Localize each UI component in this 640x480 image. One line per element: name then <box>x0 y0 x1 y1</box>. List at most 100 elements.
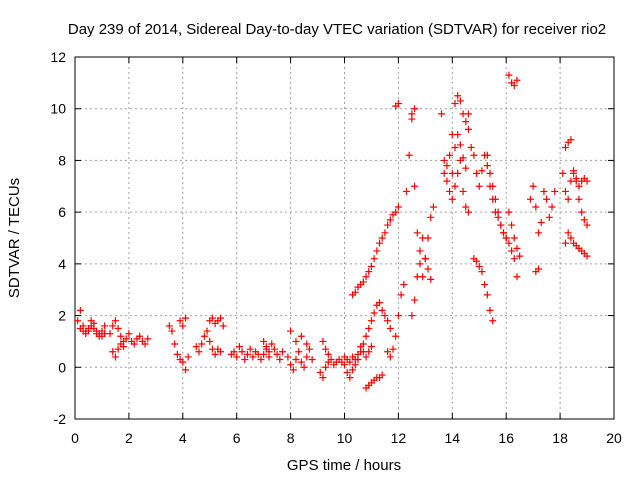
data-point <box>454 131 462 139</box>
series-arc-06 <box>176 314 189 330</box>
series-arc-25 <box>448 156 472 216</box>
series-arc-33 <box>559 136 591 229</box>
x-tick-label: 0 <box>71 430 79 446</box>
data-point <box>529 182 537 190</box>
data-point <box>359 278 367 286</box>
data-point <box>543 195 551 203</box>
data-point <box>510 81 518 89</box>
data-point <box>411 105 419 113</box>
data-point <box>367 317 375 325</box>
data-point <box>373 247 381 255</box>
series-arc-22 <box>408 105 419 123</box>
series-arc-20 <box>402 110 437 281</box>
data-point <box>378 306 386 314</box>
data-point <box>378 371 386 379</box>
data-point <box>260 350 268 358</box>
data-point <box>230 348 238 356</box>
data-point <box>462 118 470 126</box>
data-point <box>473 169 481 177</box>
data-point <box>548 203 556 211</box>
series-arc-08 <box>206 314 227 330</box>
data-point <box>238 348 246 356</box>
data-point <box>510 234 518 242</box>
data-point <box>497 221 505 229</box>
data-point <box>292 337 300 345</box>
data-point <box>451 182 459 190</box>
data-point <box>316 368 324 376</box>
y-tick-label: 2 <box>58 308 66 324</box>
data-point <box>402 187 410 195</box>
x-tick-label: 4 <box>179 430 187 446</box>
data-point <box>462 203 470 211</box>
data-point <box>233 353 241 361</box>
y-tick-label: 8 <box>58 152 66 168</box>
data-point <box>249 353 257 361</box>
data-point <box>365 325 373 332</box>
data-point <box>106 330 114 338</box>
data-point <box>478 167 486 175</box>
data-point <box>419 234 427 242</box>
data-point <box>508 221 516 229</box>
series-arc-23 <box>438 92 472 177</box>
data-point <box>475 262 483 270</box>
y-axis-label: SDTVAR / TECUs <box>6 178 23 298</box>
data-point <box>235 343 243 351</box>
data-point <box>117 332 125 340</box>
data-point <box>438 110 446 118</box>
data-point <box>297 332 305 340</box>
data-point <box>427 275 435 283</box>
data-point <box>583 252 591 260</box>
data-point <box>206 337 214 345</box>
data-point <box>262 343 270 351</box>
data-point <box>192 343 200 351</box>
data-point <box>475 182 483 190</box>
series-arc-11 <box>284 345 316 374</box>
data-point <box>365 268 373 276</box>
data-point <box>454 169 462 177</box>
data-point <box>421 255 429 263</box>
data-point <box>489 317 497 325</box>
series-arc-27 <box>470 255 497 325</box>
data-point <box>111 317 119 325</box>
data-point <box>392 332 400 340</box>
data-point <box>394 100 402 108</box>
data-point <box>427 213 435 221</box>
data-point <box>491 195 499 203</box>
series-arc-14 <box>319 337 332 358</box>
data-point <box>416 247 424 255</box>
x-tick-label: 16 <box>498 430 514 446</box>
data-point <box>489 182 497 190</box>
data-point <box>392 208 400 216</box>
data-point <box>389 345 397 353</box>
series-arc-30 <box>505 208 524 260</box>
data-point <box>324 350 332 358</box>
data-point <box>478 268 486 276</box>
x-tick-label: 8 <box>287 430 295 446</box>
data-point <box>384 317 392 325</box>
data-point <box>265 348 273 356</box>
data-point <box>486 169 494 177</box>
data-point <box>451 100 459 108</box>
data-point <box>241 356 249 364</box>
data-points <box>74 71 591 392</box>
data-point <box>76 306 84 314</box>
data-point <box>473 257 481 265</box>
data-point <box>195 348 203 356</box>
data-point <box>308 356 316 364</box>
series-arc-10 <box>260 337 287 364</box>
data-point <box>537 218 545 226</box>
data-point <box>508 247 516 255</box>
data-point <box>502 234 510 242</box>
data-point <box>351 361 359 369</box>
data-point <box>184 353 192 361</box>
x-tick-label: 20 <box>606 430 622 446</box>
data-point <box>451 144 459 151</box>
data-point <box>130 340 138 348</box>
data-point <box>572 175 580 183</box>
series-arc-02 <box>76 322 109 340</box>
data-point <box>505 239 513 247</box>
data-point <box>359 340 367 348</box>
data-point <box>297 358 305 366</box>
data-point <box>483 291 491 299</box>
